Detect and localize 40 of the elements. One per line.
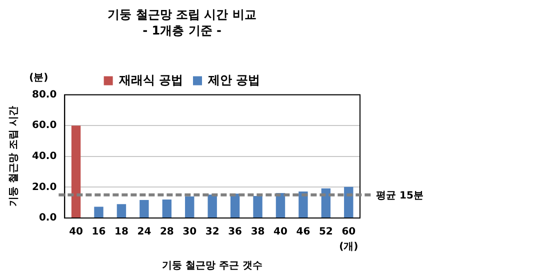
legend-label: 재래식 공법	[118, 72, 184, 87]
bar	[298, 192, 308, 218]
bar	[71, 126, 81, 218]
bar	[321, 188, 331, 218]
x-tick-label: 36	[228, 226, 242, 238]
y-tick-label: 80.0	[32, 89, 57, 100]
legend-label: 제안 공법	[207, 72, 260, 87]
y-axis-title: 기둥 철근망 조립 시간	[8, 106, 20, 207]
y-tick-label: 20.0	[32, 182, 57, 193]
x-tick-label: 30	[182, 226, 197, 238]
y-tick-label: 0.0	[38, 212, 57, 224]
text: (분)	[29, 72, 48, 84]
chart-subtitle: - 1개층 기준 -	[142, 24, 222, 38]
bar	[140, 200, 149, 218]
bar	[276, 193, 286, 218]
chart-title: 기둥 철근망 조립 시간 비교	[108, 7, 256, 22]
bar	[208, 194, 217, 218]
x-tick-label: 52	[318, 226, 333, 238]
x-tick-label: 32	[205, 226, 220, 238]
bar	[185, 196, 194, 218]
bar	[230, 194, 240, 218]
x-tick-label: 28	[160, 226, 174, 238]
y-tick-label: 60.0	[32, 120, 57, 132]
y-tick-label: 40.0	[32, 150, 57, 162]
bar	[94, 206, 104, 218]
x-tick-label: 60	[342, 226, 356, 238]
x-tick-label: 46	[296, 226, 310, 238]
bar	[116, 204, 126, 218]
bar	[253, 196, 262, 218]
x-tick-label: 16	[92, 226, 106, 238]
x-tick-label: 40	[274, 226, 288, 238]
x-tick-label: 38	[250, 226, 265, 238]
x-tick-label: 24	[137, 226, 152, 238]
bar	[344, 186, 354, 218]
x-tick-label: 40	[69, 226, 84, 238]
x-axis-title: 기둥 철근망 주근 갯수	[162, 260, 263, 272]
bar	[162, 200, 172, 218]
x-tick-label: 18	[114, 226, 128, 238]
ref-line-label: 평균 15분	[376, 190, 424, 202]
text: (개)	[339, 242, 358, 253]
